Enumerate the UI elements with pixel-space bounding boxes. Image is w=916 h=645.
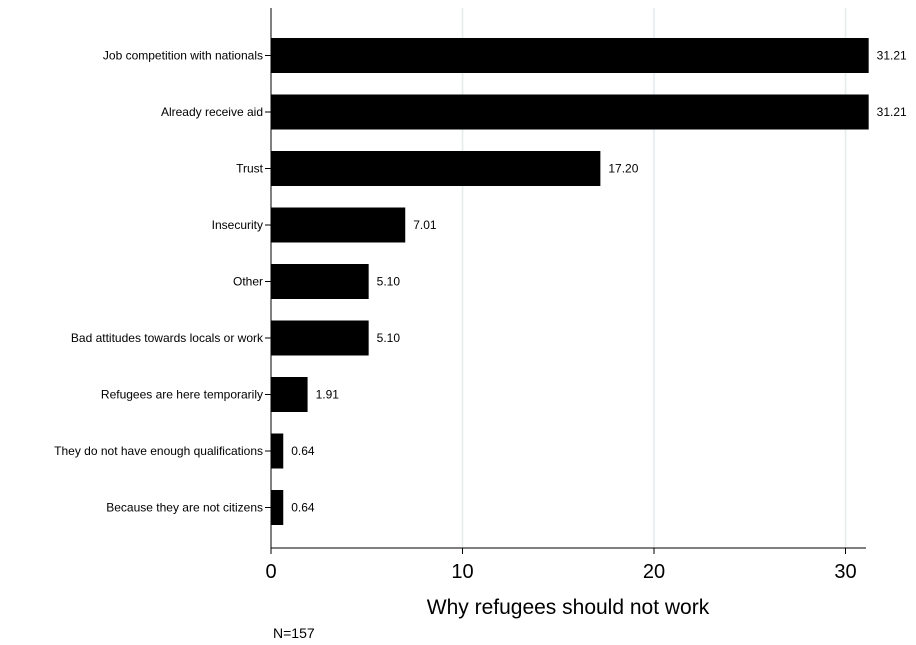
x-tick-label: 0 [265,561,276,583]
value-label: 0.64 [291,501,315,515]
bar [271,377,308,412]
bar [271,264,369,299]
bar [271,207,406,243]
bar [271,320,369,356]
category-label: Refugees are here temporarily [101,388,263,402]
category-label: Already receive aid [161,105,263,119]
category-label: Other [233,275,263,289]
bars: Job competition with nationals 31.21 Alrea… [54,38,907,525]
bar [271,433,284,469]
category-label: Trust [236,162,264,176]
category-label: Job competition with nationals [103,49,263,63]
axes [270,8,866,549]
value-label: 31.21 [877,49,907,63]
x-tick-label: 30 [834,561,856,583]
category-label: They do not have enough qualifications [54,444,263,458]
bar [271,490,284,525]
bar [271,151,601,186]
value-label: 5.10 [377,331,401,345]
category-label: Because they are not citizens [106,501,263,515]
value-label: 5.10 [377,275,401,289]
x-ticks: 0 10 20 30 [265,548,857,583]
value-label: 1.91 [316,388,340,402]
x-axis-title: Why refugees should not work [427,596,710,619]
value-label: 0.64 [291,444,315,458]
bar [271,94,869,130]
sample-size-note: N=157 [273,625,315,641]
x-tick-label: 20 [643,561,665,583]
x-tick-label: 10 [451,561,473,583]
category-label: Insecurity [212,218,263,232]
gridlines [461,8,847,548]
value-label: 31.21 [877,105,907,119]
bar [271,38,869,73]
category-label: Bad attitudes towards locals or work [71,331,264,345]
value-label: 7.01 [413,218,437,232]
value-label: 17.20 [608,162,638,176]
